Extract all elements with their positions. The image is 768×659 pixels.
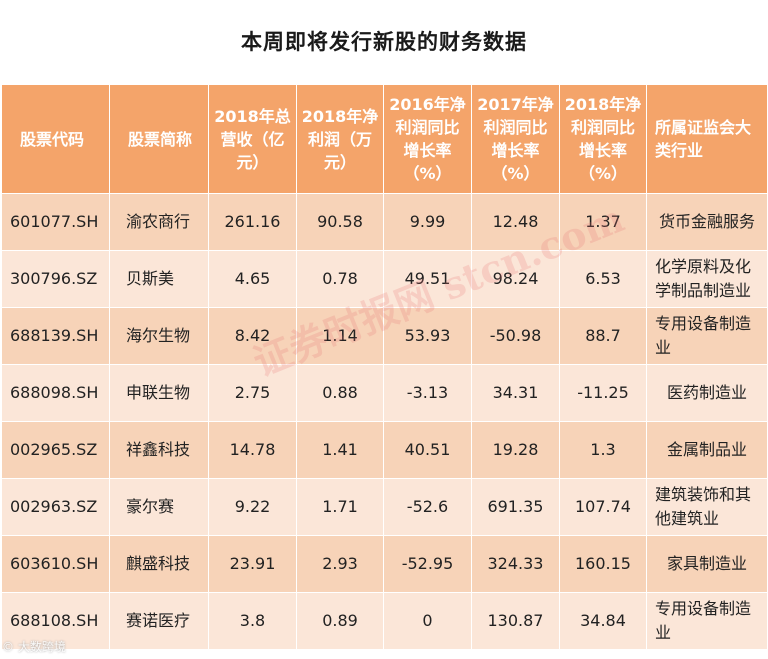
cell-growth-2016: -52.6 [383, 478, 472, 536]
cell-net-profit: 0.88 [296, 364, 384, 422]
cell-revenue: 14.78 [208, 421, 297, 479]
table-row: 688108.SH 赛诺医疗 3.8 0.89 0 130.87 34.84 专… [1, 592, 768, 650]
cell-industry: 专用设备制造业 [646, 307, 768, 365]
cell-industry: 货币金融服务 [646, 193, 768, 251]
cell-stock-name: 祥鑫科技 [109, 421, 209, 479]
cell-stock-code: 688139.SH [1, 307, 110, 365]
cell-net-profit: 1.41 [296, 421, 384, 479]
table-row: 688139.SH 海尔生物 8.42 1.14 53.93 -50.98 88… [1, 307, 768, 365]
cell-growth-2018: -11.25 [559, 364, 647, 422]
header-revenue-2018: 2018年总营收（亿元） [208, 84, 297, 194]
cell-stock-code: 688098.SH [1, 364, 110, 422]
cell-growth-2018: 6.53 [559, 250, 647, 308]
cell-growth-2016: 40.51 [383, 421, 472, 479]
table-row: 603610.SH 麒盛科技 23.91 2.93 -52.95 324.33 … [1, 535, 768, 593]
cell-revenue: 3.8 [208, 592, 297, 650]
cell-stock-code: 603610.SH [1, 535, 110, 593]
cell-growth-2017: 130.87 [471, 592, 560, 650]
table-row: 688098.SH 申联生物 2.75 0.88 -3.13 34.31 -11… [1, 364, 768, 422]
cell-net-profit: 2.93 [296, 535, 384, 593]
cell-growth-2016: 49.51 [383, 250, 472, 308]
table-header-row: 股票代码 股票简称 2018年总营收（亿元） 2018年净利润（万元） 2016… [1, 84, 768, 194]
cell-growth-2017: 19.28 [471, 421, 560, 479]
cell-net-profit: 1.71 [296, 478, 384, 536]
header-net-profit-2018: 2018年净利润（万元） [296, 84, 384, 194]
cell-revenue: 23.91 [208, 535, 297, 593]
cell-growth-2018: 160.15 [559, 535, 647, 593]
cell-stock-code: 002965.SZ [1, 421, 110, 479]
cell-stock-code: 300796.SZ [1, 250, 110, 308]
cell-stock-name: 申联生物 [109, 364, 209, 422]
cell-stock-name: 豪尔赛 [109, 478, 209, 536]
cell-industry: 金属制品业 [646, 421, 768, 479]
cell-stock-code: 002963.SZ [1, 478, 110, 536]
cell-growth-2017: 34.31 [471, 364, 560, 422]
cell-stock-code: 688108.SH [1, 592, 110, 650]
cell-growth-2017: -50.98 [471, 307, 560, 365]
header-growth-2018: 2018年净利润同比增长率（%） [559, 84, 647, 194]
header-industry: 所属证监会大类行业 [646, 84, 768, 194]
table-row: 300796.SZ 贝斯美 4.65 0.78 49.51 98.24 6.53… [1, 250, 768, 308]
cell-revenue: 2.75 [208, 364, 297, 422]
cell-revenue: 261.16 [208, 193, 297, 251]
cell-growth-2018: 1.3 [559, 421, 647, 479]
cell-industry: 专用设备制造业 [646, 592, 768, 650]
cell-stock-name: 海尔生物 [109, 307, 209, 365]
header-stock-name: 股票简称 [109, 84, 209, 194]
cell-growth-2018: 88.7 [559, 307, 647, 365]
cell-industry: 化学原料及化学制品制造业 [646, 250, 768, 308]
corner-watermark: © 大数跨境 [2, 640, 66, 654]
cell-growth-2016: -3.13 [383, 364, 472, 422]
page-title: 本周即将发行新股的财务数据 [241, 30, 527, 54]
cell-growth-2018: 34.84 [559, 592, 647, 650]
cell-growth-2016: 0 [383, 592, 472, 650]
cell-revenue: 9.22 [208, 478, 297, 536]
header-growth-2017: 2017年净利润同比增长率（%） [471, 84, 560, 194]
cell-growth-2016: 9.99 [383, 193, 472, 251]
cell-revenue: 4.65 [208, 250, 297, 308]
table-row: 601077.SH 渝农商行 261.16 90.58 9.99 12.48 1… [1, 193, 768, 251]
table-row: 002963.SZ 豪尔赛 9.22 1.71 -52.6 691.35 107… [1, 478, 768, 536]
cell-stock-name: 贝斯美 [109, 250, 209, 308]
cell-industry: 建筑装饰和其他建筑业 [646, 478, 768, 536]
cell-stock-name: 渝农商行 [109, 193, 209, 251]
header-growth-2016: 2016年净利润同比增长率（%） [383, 84, 472, 194]
cell-growth-2018: 107.74 [559, 478, 647, 536]
cell-industry: 医药制造业 [646, 364, 768, 422]
cell-net-profit: 1.14 [296, 307, 384, 365]
cell-net-profit: 0.89 [296, 592, 384, 650]
cell-revenue: 8.42 [208, 307, 297, 365]
cell-growth-2016: -52.95 [383, 535, 472, 593]
cell-growth-2017: 12.48 [471, 193, 560, 251]
cell-net-profit: 0.78 [296, 250, 384, 308]
header-stock-code: 股票代码 [1, 84, 110, 194]
cell-industry: 家具制造业 [646, 535, 768, 593]
cell-growth-2017: 324.33 [471, 535, 560, 593]
cell-growth-2017: 98.24 [471, 250, 560, 308]
cell-stock-name: 麒盛科技 [109, 535, 209, 593]
cell-growth-2017: 691.35 [471, 478, 560, 536]
ipo-financial-table: 股票代码 股票简称 2018年总营收（亿元） 2018年净利润（万元） 2016… [1, 84, 768, 650]
cell-growth-2016: 53.93 [383, 307, 472, 365]
cell-stock-code: 601077.SH [1, 193, 110, 251]
table-row: 002965.SZ 祥鑫科技 14.78 1.41 40.51 19.28 1.… [1, 421, 768, 479]
cell-growth-2018: 1.37 [559, 193, 647, 251]
cell-stock-name: 赛诺医疗 [109, 592, 209, 650]
cell-net-profit: 90.58 [296, 193, 384, 251]
